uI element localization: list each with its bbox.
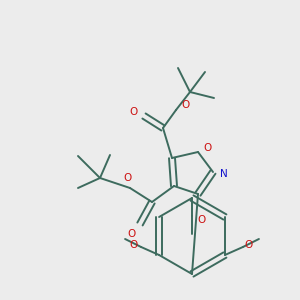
Text: O: O xyxy=(130,107,138,117)
Text: O: O xyxy=(128,229,136,239)
Text: O: O xyxy=(129,240,137,250)
Text: N: N xyxy=(220,169,228,179)
Text: O: O xyxy=(124,173,132,183)
Text: O: O xyxy=(198,215,206,225)
Text: O: O xyxy=(245,240,253,250)
Text: O: O xyxy=(181,100,189,110)
Text: O: O xyxy=(204,143,212,153)
